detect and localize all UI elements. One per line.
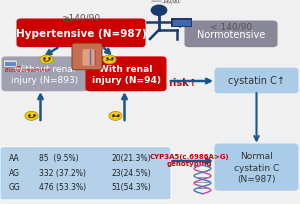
Text: < 140/90: < 140/90 <box>210 22 252 31</box>
Text: 332 (37.2%): 332 (37.2%) <box>39 168 86 177</box>
Circle shape <box>103 56 116 65</box>
Text: ∼: ∼ <box>157 0 161 4</box>
Text: CYP3A5(c.6986A>G)
genotyping: CYP3A5(c.6986A>G) genotyping <box>149 154 229 167</box>
Text: Without renal
injury (N=893): Without renal injury (N=893) <box>11 64 79 84</box>
Text: With renal
injury (N=94): With renal injury (N=94) <box>92 64 160 84</box>
Text: Hypertensive (N=987): Hypertensive (N=987) <box>16 29 146 39</box>
Text: Normotensive: Normotensive <box>197 30 265 40</box>
Text: ≥140/90: ≥140/90 <box>61 14 100 23</box>
Text: Blood creatinine: Blood creatinine <box>5 67 50 72</box>
FancyBboxPatch shape <box>2 57 88 92</box>
Text: cystatin C↑: cystatin C↑ <box>228 76 285 86</box>
Text: 51(54.3%): 51(54.3%) <box>111 182 151 191</box>
Circle shape <box>40 56 53 65</box>
Bar <box>5 62 16 67</box>
Text: Normal
cystatin C
(N=987): Normal cystatin C (N=987) <box>234 152 279 183</box>
Text: 85  (9.5%): 85 (9.5%) <box>39 154 79 163</box>
Text: AA: AA <box>9 154 20 163</box>
Bar <box>171 19 192 28</box>
Text: GG: GG <box>9 182 21 191</box>
Circle shape <box>109 112 122 121</box>
FancyBboxPatch shape <box>72 44 102 70</box>
FancyBboxPatch shape <box>214 144 298 191</box>
Bar <box>172 20 190 27</box>
FancyBboxPatch shape <box>214 68 298 94</box>
Text: ∼: ∼ <box>151 0 155 4</box>
FancyBboxPatch shape <box>85 57 166 92</box>
Text: risk↑: risk↑ <box>169 78 197 88</box>
Text: 23(24.5%): 23(24.5%) <box>111 168 151 177</box>
Circle shape <box>25 112 38 121</box>
Circle shape <box>151 6 167 17</box>
Text: 476 (53.3%): 476 (53.3%) <box>39 182 86 191</box>
FancyBboxPatch shape <box>4 61 17 68</box>
FancyBboxPatch shape <box>16 19 146 48</box>
Text: AG: AG <box>9 168 20 177</box>
FancyBboxPatch shape <box>0 147 171 200</box>
FancyBboxPatch shape <box>82 50 94 66</box>
FancyBboxPatch shape <box>184 21 278 48</box>
Text: 20(21.3%): 20(21.3%) <box>111 154 151 163</box>
Text: 140/90: 140/90 <box>162 0 180 3</box>
Text: ∼: ∼ <box>154 0 158 4</box>
